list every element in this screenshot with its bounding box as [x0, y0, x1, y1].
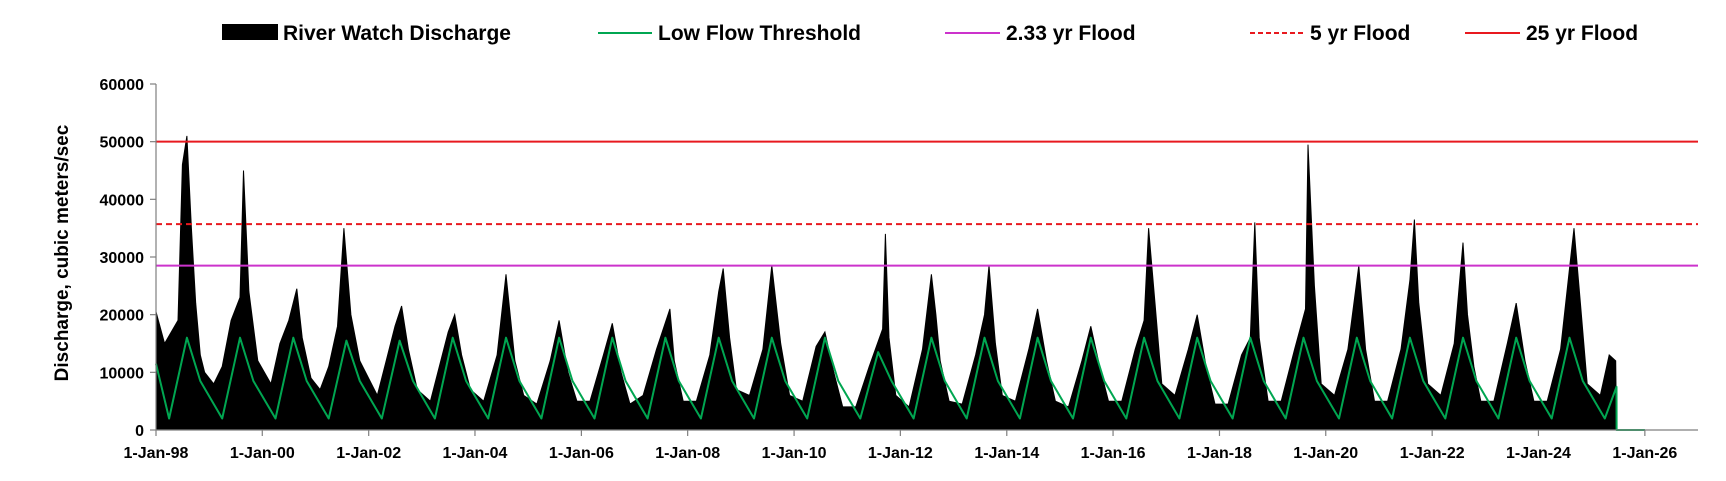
legend-label-2-33-yr-flood: 2.33 yr Flood [1006, 22, 1136, 45]
y-tick-label: 40000 [100, 192, 145, 209]
y-tick-label: 30000 [100, 250, 145, 267]
x-tick-label: 1-Jan-12 [868, 445, 933, 462]
y-tick-label: 10000 [100, 365, 145, 382]
x-tick-label: 1-Jan-14 [974, 445, 1039, 462]
x-tick-label: 1-Jan-26 [1612, 445, 1677, 462]
legend-label-low-flow-threshold: Low Flow Threshold [658, 22, 861, 45]
legend-label-river-watch-discharge: River Watch Discharge [283, 22, 511, 45]
x-tick-label: 1-Jan-06 [549, 445, 614, 462]
x-tick-label: 1-Jan-22 [1400, 445, 1465, 462]
y-axis-title: Discharge, cubic meters/sec [52, 124, 73, 381]
y-axis-ticks: 0 10000 20000 30000 40000 50000 60000 [100, 77, 156, 440]
x-tick-label: 1-Jan-16 [1081, 445, 1146, 462]
y-tick-label: 50000 [100, 135, 145, 152]
y-tick-label: 60000 [100, 77, 145, 94]
legend-label-5-yr-flood: 5 yr Flood [1310, 22, 1410, 45]
x-tick-label: 1-Jan-98 [124, 445, 189, 462]
x-axis-ticks: 1-Jan-98 1-Jan-00 1-Jan-02 1-Jan-04 1-Jan-06… [124, 430, 1677, 462]
series-low-flow-threshold [155, 336, 1645, 431]
legend-label-25-yr-flood: 25 yr Flood [1526, 22, 1638, 45]
legend: River Watch Discharge Low Flow Threshold… [222, 22, 1638, 45]
x-tick-label: 1-Jan-10 [762, 445, 827, 462]
series-river-watch-discharge [155, 135, 1618, 431]
legend-swatch-river-watch-discharge [222, 24, 278, 40]
x-tick-label: 1-Jan-20 [1293, 445, 1358, 462]
flood-lines-layer [156, 140, 1698, 267]
x-tick-label: 1-Jan-24 [1506, 445, 1571, 462]
x-tick-label: 1-Jan-00 [230, 445, 295, 462]
discharge-area-layer [155, 135, 1618, 431]
x-tick-label: 1-Jan-08 [655, 445, 720, 462]
low-flow-layer [155, 336, 1645, 431]
x-tick-label: 1-Jan-18 [1187, 445, 1252, 462]
y-tick-label: 20000 [100, 308, 145, 325]
x-tick-label: 1-Jan-04 [443, 445, 508, 462]
x-tick-label: 1-Jan-02 [336, 445, 401, 462]
y-tick-label: 0 [135, 423, 144, 440]
